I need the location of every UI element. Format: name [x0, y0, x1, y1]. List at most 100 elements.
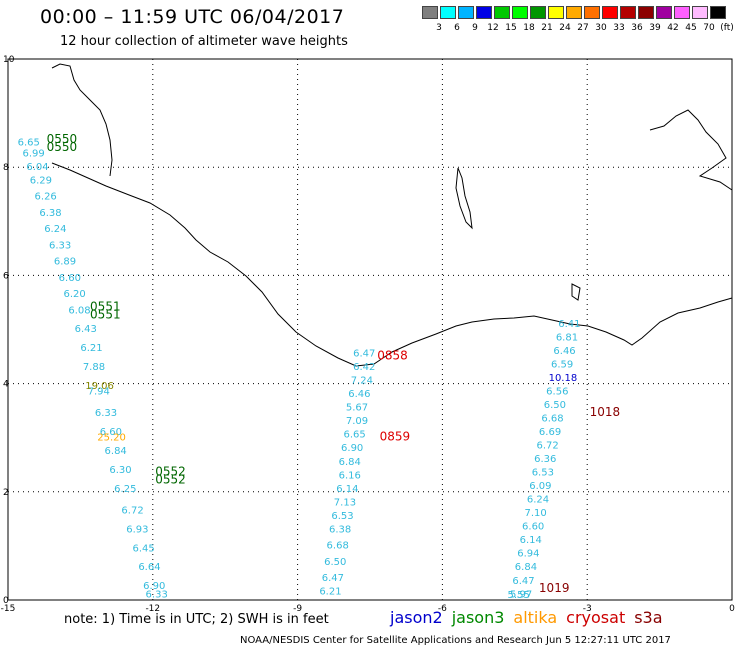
color-scale-label: 27	[577, 23, 589, 33]
wave-height-label: 7.88	[83, 362, 105, 373]
x-tick-label: -3	[583, 604, 592, 614]
wave-height-label: 5.97	[510, 589, 532, 600]
color-swatch	[674, 6, 690, 19]
color-scale-label: 21	[541, 23, 553, 33]
time-label: 0551	[90, 300, 121, 314]
peninsula-outline	[571, 283, 581, 301]
wave-height-label: 6.60	[59, 273, 81, 284]
legend-item-cryosat: cryosat	[566, 608, 626, 627]
wave-height-label: 6.16	[339, 470, 361, 481]
wave-height-label: 6.41	[558, 319, 580, 330]
color-scale-label: 70	[703, 23, 715, 33]
color-swatch	[656, 6, 672, 19]
time-label: 0550	[47, 132, 78, 146]
time-label: 0859	[380, 429, 411, 443]
wave-height-label: 6.68	[327, 541, 349, 552]
color-swatch	[494, 6, 510, 19]
wave-height-label: 6.36	[534, 454, 556, 465]
color-scale-label: 42	[667, 23, 679, 33]
wave-height-label: 6.64	[138, 562, 160, 573]
x-tick-label: -15	[1, 604, 16, 614]
color-swatch	[530, 6, 546, 19]
wave-height-label: 6.89	[54, 257, 76, 268]
chart-subtitle: 12 hour collection of altimeter wave hei…	[60, 34, 348, 49]
wave-height-label: 7.10	[524, 508, 546, 519]
wave-height-label: 6.50	[544, 400, 566, 411]
color-swatch	[584, 6, 600, 19]
color-swatch	[710, 6, 726, 19]
wave-height-label: 6.33	[146, 589, 168, 600]
color-swatch	[512, 6, 528, 19]
wave-height-label: 6.72	[537, 441, 559, 452]
wave-height-label: 6.53	[331, 511, 353, 522]
wave-height-label-high: 19.06	[85, 381, 114, 392]
color-scale-label: 15	[505, 23, 517, 33]
chart-title: 00:00 – 11:59 UTC 06/04/2017	[40, 6, 345, 28]
color-swatch	[566, 6, 582, 19]
satellite-legend: jason2 jason3 altika cryosat s3a	[390, 608, 672, 627]
y-tick-label: 10	[3, 55, 15, 65]
coastline-main	[51, 162, 733, 367]
axis-ticks: -15 -12 -9 -6 -3 0 0 2 4 6 8 10	[1, 55, 735, 614]
coastline-north	[51, 63, 113, 177]
wave-height-label: 6.46	[348, 389, 370, 400]
color-scale-label: 24	[559, 23, 571, 33]
y-tick-label: 0	[3, 596, 9, 606]
x-tick-label: -6	[438, 604, 447, 614]
wave-height-label: 5.55	[508, 590, 530, 601]
y-tick-label: 8	[3, 163, 9, 173]
wave-height-label: 6.60	[100, 427, 122, 438]
x-tick-label: -9	[293, 604, 302, 614]
color-swatch	[638, 6, 654, 19]
wave-height-label: 6.81	[556, 332, 578, 343]
color-scale-label: 39	[649, 23, 661, 33]
wave-height-label: 6.33	[49, 240, 71, 251]
y-tick-label: 6	[3, 271, 9, 281]
time-label: 1019	[539, 581, 570, 595]
wave-height-label: 6.60	[522, 522, 544, 533]
color-swatch	[602, 6, 618, 19]
wave-height-label: 6.47	[353, 349, 375, 360]
wave-height-label: 6.14	[336, 484, 358, 495]
time-label: 0551	[90, 308, 121, 322]
wave-height-label: 6.99	[22, 148, 44, 159]
x-tick-label: -12	[145, 604, 160, 614]
time-label: 0552	[155, 465, 186, 479]
y-tick-label: 2	[3, 488, 9, 498]
wave-height-label: 6.84	[515, 562, 537, 573]
wave-height-label: 6.38	[39, 208, 61, 219]
wave-height-label: 6.59	[551, 359, 573, 370]
color-swatch	[476, 6, 492, 19]
wave-height-label: 6.90	[143, 581, 165, 592]
wave-height-label: 6.29	[30, 175, 52, 186]
wave-height-label: 6.20	[64, 289, 86, 300]
wave-height-label: 6.24	[527, 495, 549, 506]
wave-height-label: 7.13	[334, 497, 356, 508]
color-swatch	[548, 6, 564, 19]
wave-height-label: 6.33	[95, 408, 117, 419]
wave-height-label: 6.47	[512, 576, 534, 587]
wave-height-label: 6.46	[553, 346, 575, 357]
wave-height-label: 6.90	[341, 443, 363, 454]
footnote: note: 1) Time is in UTC; 2) SWH is in fe…	[64, 612, 329, 627]
wave-height-label: 6.09	[529, 481, 551, 492]
wave-height-label: 10.18	[549, 373, 578, 384]
legend-item-altika: altika	[513, 608, 558, 627]
wave-height-label: 6.68	[541, 413, 563, 424]
wave-height-label: 6.38	[329, 524, 351, 535]
wave-height-label: 6.24	[44, 224, 66, 235]
satellite-tracks: 6.656.996.046.296.266.386.246.336.896.60…	[18, 138, 581, 601]
wave-height-label: 6.69	[539, 427, 561, 438]
time-label: 0552	[155, 473, 186, 487]
wave-height-label: 6.43	[75, 324, 97, 335]
wave-height-label: 6.50	[324, 557, 346, 568]
wave-height-label: 6.21	[80, 343, 102, 354]
wave-height-label: 6.14	[520, 535, 542, 546]
wave-height-label: 6.42	[353, 362, 375, 373]
wave-height-label: 6.26	[35, 192, 57, 203]
x-tick-label: 0	[729, 604, 735, 614]
coastline-northeast	[649, 109, 733, 191]
wave-height-label: 6.93	[126, 524, 148, 535]
